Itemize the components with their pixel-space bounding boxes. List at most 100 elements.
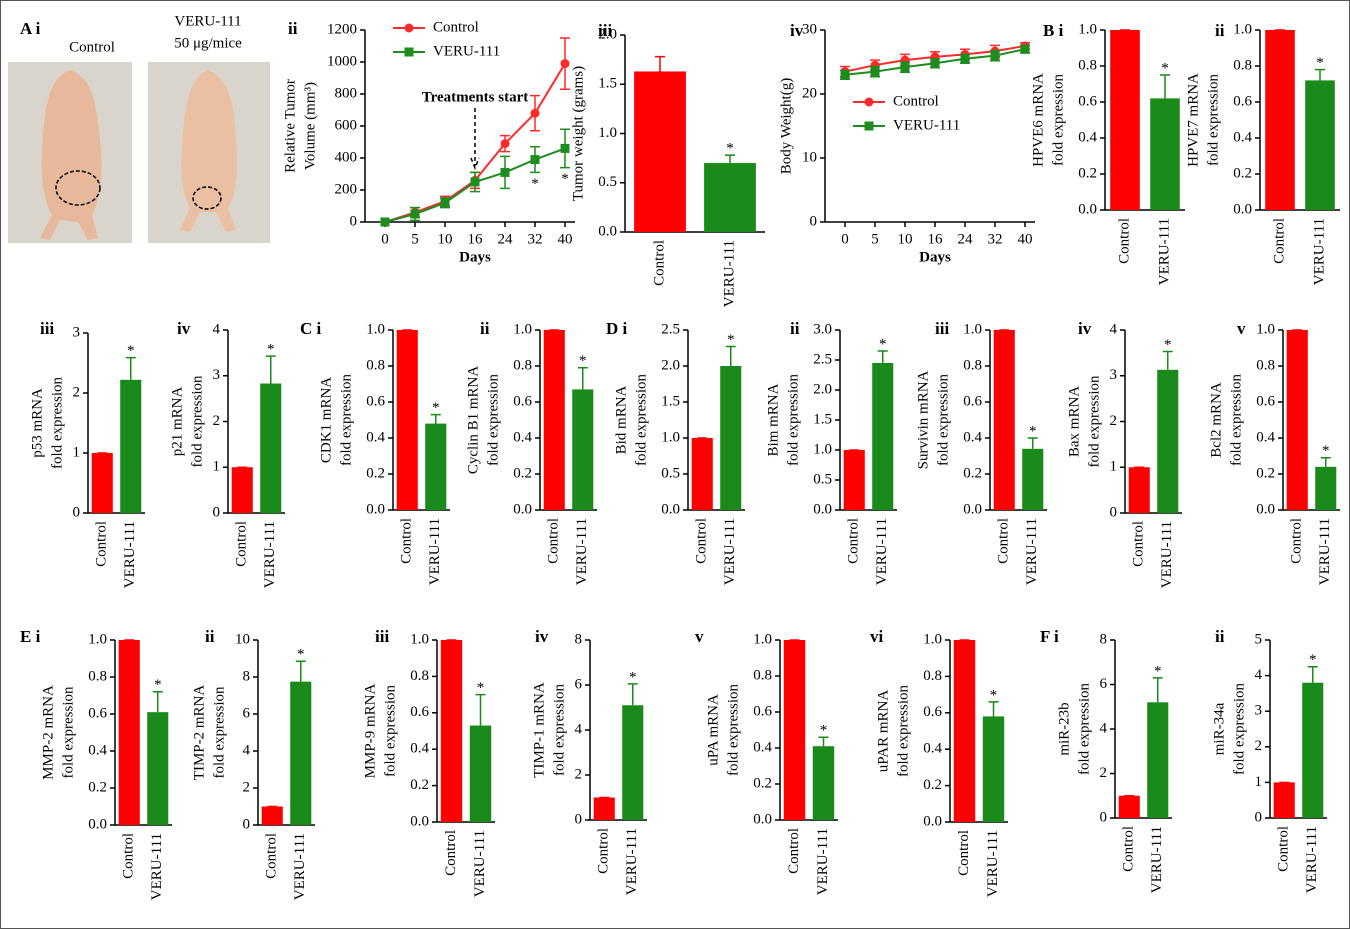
y-tick-label: 0	[575, 811, 583, 827]
y-tick-label: 0.4	[1256, 429, 1275, 445]
y-tick-label: 1.5	[661, 393, 680, 409]
y-axis-label: miR-34a	[1211, 702, 1227, 755]
y-axis-label: MMP-9 mRNA	[362, 684, 378, 779]
y-axis-label: Bcl2 mRNA	[1208, 382, 1224, 458]
y-tick-label: 0.2	[366, 465, 385, 481]
y-axis-label: p21 mRNA	[169, 387, 185, 457]
y-tick-label: 8	[1100, 631, 1108, 647]
x-tick-label: Control	[996, 518, 1012, 564]
point	[501, 168, 510, 177]
legend-marker	[405, 48, 414, 57]
point	[471, 178, 480, 187]
y-tick-label: 0	[350, 213, 358, 229]
y-tick-label: 4	[1110, 321, 1118, 337]
significance: *	[267, 342, 275, 358]
x-tick-label: VERU-111	[427, 518, 443, 585]
y-tick-label: 0.4	[410, 741, 429, 757]
panel-label: D i	[606, 319, 628, 338]
y-tick-label: 0	[810, 213, 818, 229]
y-axis-label: Survivin mRNA	[915, 370, 931, 469]
x-tick-label: VERU-111	[1156, 218, 1172, 285]
panel-label: iii	[375, 627, 389, 646]
x-tick-label: 10	[438, 231, 453, 247]
bar	[572, 389, 593, 510]
y-axis-label: fold expression	[49, 376, 65, 469]
bar	[425, 424, 446, 510]
bar	[872, 363, 893, 510]
bar	[1302, 683, 1323, 818]
panel-label: ii	[1215, 627, 1225, 646]
y-tick-label: 0.8	[513, 357, 532, 373]
y-tick-label: 1.0	[1256, 321, 1275, 337]
significance: *	[154, 677, 162, 693]
significance: *	[1161, 60, 1169, 76]
y-tick-label: 0.2	[1256, 465, 1275, 481]
y-axis-label: TIMP-2 mRNA	[191, 685, 207, 781]
bar	[634, 71, 686, 232]
x-tick-label: VERU-111	[722, 518, 738, 585]
bar	[983, 716, 1004, 822]
y-tick-label: 0.2	[923, 777, 942, 793]
y-axis-label: fold expression	[485, 373, 501, 466]
bar	[1150, 98, 1180, 210]
y-axis-label: fold expression	[935, 373, 951, 466]
y-tick-label: 0.0	[88, 816, 107, 832]
legend-marker	[405, 24, 414, 33]
y-axis-label: Bim mRNA	[765, 383, 781, 456]
y-axis-label: Relative Tumor	[282, 79, 298, 173]
legend-label: VERU-111	[893, 117, 960, 133]
y-tick-label: 2.5	[661, 321, 680, 337]
figure: A i Control VERU-111 50 μg/mice 02004006…	[0, 0, 1350, 929]
y-tick-label: 0.0	[923, 813, 942, 829]
bar	[262, 807, 283, 826]
panel-label: F i	[1040, 627, 1059, 646]
y-tick-label: 0.0	[366, 501, 385, 517]
y-tick-label: 0.0	[963, 501, 982, 517]
y-tick-label: 0.6	[1233, 93, 1252, 109]
x-tick-label: 5	[411, 231, 419, 247]
y-tick-label: 1.0	[963, 321, 982, 337]
y-tick-label: 0.8	[410, 668, 429, 684]
y-tick-label: 0.6	[753, 703, 772, 719]
panel-label: vi	[870, 627, 884, 646]
bar	[784, 640, 805, 820]
y-tick-label: 0	[243, 816, 251, 832]
x-tick-label: Control	[651, 240, 667, 286]
panel-label: iv	[1078, 319, 1092, 338]
bar	[441, 640, 462, 822]
bar	[119, 640, 140, 825]
y-tick-label: 0.8	[963, 357, 982, 373]
y-axis-label: p53 mRNA	[29, 388, 45, 458]
y-tick-label: 0.2	[410, 777, 429, 793]
x-tick-label: VERU-111	[874, 518, 890, 585]
panel-label: ii	[288, 19, 298, 38]
y-tick-label: 0	[1110, 504, 1118, 520]
x-tick-label: Control	[846, 518, 862, 564]
point	[561, 59, 570, 68]
y-tick-label: 0.0	[1078, 201, 1097, 217]
panel-label: iv	[177, 319, 191, 338]
y-tick-label: 1.0	[923, 631, 942, 647]
significance: *	[727, 332, 735, 348]
legend-label: VERU-111	[433, 43, 500, 59]
significance: *	[477, 680, 485, 696]
y-tick-label: 0.0	[1256, 501, 1275, 517]
y-axis-label: Bax mRNA	[1066, 386, 1082, 457]
significance: *	[1322, 443, 1330, 459]
y-tick-label: 0.2	[513, 465, 532, 481]
y-tick-label: 0.0	[598, 223, 617, 239]
bar	[147, 712, 168, 825]
y-tick-label: 10	[235, 631, 250, 647]
bar	[1022, 449, 1043, 510]
y-tick-label: 0.5	[598, 174, 617, 190]
y-tick-label: 2	[1255, 738, 1263, 754]
significance: *	[579, 353, 587, 369]
point	[1021, 45, 1030, 54]
y-axis-label: fold expression	[1050, 73, 1066, 166]
y-tick-label: 0.4	[1233, 129, 1252, 145]
point	[531, 155, 540, 164]
y-tick-label: 1	[1255, 774, 1263, 790]
x-tick-label: VERU-111	[574, 518, 590, 585]
x-tick-label: 10	[898, 231, 913, 247]
x-axis-label: Days	[919, 249, 951, 265]
